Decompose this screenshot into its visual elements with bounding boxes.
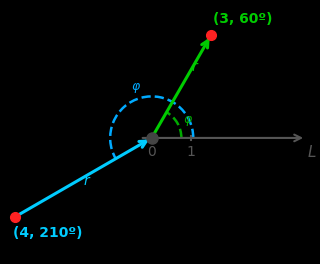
Text: (4, 210º): (4, 210º) bbox=[13, 226, 82, 240]
Text: 0: 0 bbox=[147, 145, 156, 159]
Text: (3, 60º): (3, 60º) bbox=[213, 12, 273, 26]
Text: r: r bbox=[83, 174, 89, 188]
Text: φ: φ bbox=[183, 113, 191, 126]
Text: r: r bbox=[192, 60, 197, 74]
Text: L: L bbox=[308, 145, 316, 160]
Text: 1: 1 bbox=[187, 145, 196, 159]
Text: φ: φ bbox=[131, 80, 139, 93]
